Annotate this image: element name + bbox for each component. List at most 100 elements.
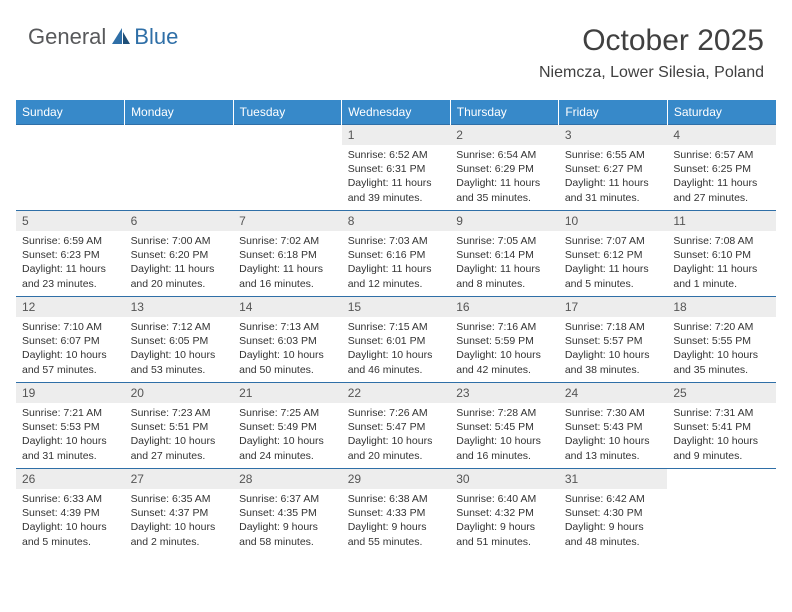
sunrise-text: Sunrise: 7:20 AM <box>673 320 770 334</box>
daylight-text: Daylight: 10 hours and 57 minutes. <box>22 348 119 376</box>
sunset-text: Sunset: 4:33 PM <box>348 506 445 520</box>
day-number: 26 <box>16 469 125 489</box>
sunrise-text: Sunrise: 6:35 AM <box>131 492 228 506</box>
daylight-text: Daylight: 10 hours and 38 minutes. <box>565 348 662 376</box>
day-number: 30 <box>450 469 559 489</box>
sunrise-text: Sunrise: 7:07 AM <box>565 234 662 248</box>
day-header: Thursday <box>450 100 559 125</box>
sunrise-text: Sunrise: 7:25 AM <box>239 406 336 420</box>
title-block: October 2025 Niemcza, Lower Silesia, Pol… <box>539 24 764 82</box>
daylight-text: Daylight: 10 hours and 50 minutes. <box>239 348 336 376</box>
sunset-text: Sunset: 5:43 PM <box>565 420 662 434</box>
sunrise-text: Sunrise: 7:00 AM <box>131 234 228 248</box>
sunset-text: Sunset: 6:31 PM <box>348 162 445 176</box>
sunrise-text: Sunrise: 7:23 AM <box>131 406 228 420</box>
calendar-day-cell: 18Sunrise: 7:20 AMSunset: 5:55 PMDayligh… <box>667 297 776 383</box>
calendar-day-cell: 17Sunrise: 7:18 AMSunset: 5:57 PMDayligh… <box>559 297 668 383</box>
day-content: Sunrise: 7:31 AMSunset: 5:41 PMDaylight:… <box>667 403 776 467</box>
daylight-text: Daylight: 9 hours and 58 minutes. <box>239 520 336 548</box>
day-content: Sunrise: 7:30 AMSunset: 5:43 PMDaylight:… <box>559 403 668 467</box>
daylight-text: Daylight: 10 hours and 24 minutes. <box>239 434 336 462</box>
daylight-text: Daylight: 11 hours and 35 minutes. <box>456 176 553 204</box>
daylight-text: Daylight: 11 hours and 8 minutes. <box>456 262 553 290</box>
daylight-text: Daylight: 11 hours and 23 minutes. <box>22 262 119 290</box>
sunset-text: Sunset: 4:32 PM <box>456 506 553 520</box>
daylight-text: Daylight: 11 hours and 1 minute. <box>673 262 770 290</box>
day-number: 23 <box>450 383 559 403</box>
calendar-day-cell <box>16 125 125 211</box>
logo: General Blue <box>28 24 178 50</box>
calendar-day-cell <box>125 125 234 211</box>
sunset-text: Sunset: 5:59 PM <box>456 334 553 348</box>
sunset-text: Sunset: 6:01 PM <box>348 334 445 348</box>
day-number: 24 <box>559 383 668 403</box>
calendar-week-row: 1Sunrise: 6:52 AMSunset: 6:31 PMDaylight… <box>16 125 776 211</box>
day-header: Saturday <box>667 100 776 125</box>
day-number: 19 <box>16 383 125 403</box>
day-number: 16 <box>450 297 559 317</box>
calendar-day-cell: 20Sunrise: 7:23 AMSunset: 5:51 PMDayligh… <box>125 383 234 469</box>
calendar-day-cell: 28Sunrise: 6:37 AMSunset: 4:35 PMDayligh… <box>233 469 342 555</box>
calendar-day-cell: 31 Sunrise: 6:42 AMSunset: 4:30 PMDayligh… <box>559 469 668 555</box>
day-content: Sunrise: 7:05 AMSunset: 6:14 PMDaylight:… <box>450 231 559 295</box>
sunrise-text: Sunrise: 6:42 AM <box>565 492 662 506</box>
daylight-text: Daylight: 11 hours and 16 minutes. <box>239 262 336 290</box>
day-number: 31 <box>559 469 668 489</box>
daylight-text: Daylight: 9 hours and 55 minutes. <box>348 520 445 548</box>
calendar-week-row: 19Sunrise: 7:21 AMSunset: 5:53 PMDayligh… <box>16 383 776 469</box>
daylight-text: Daylight: 10 hours and 13 minutes. <box>565 434 662 462</box>
day-content: Sunrise: 6:55 AMSunset: 6:27 PMDaylight:… <box>559 145 668 209</box>
sunrise-text: Sunrise: 7:28 AM <box>456 406 553 420</box>
daylight-text: Daylight: 10 hours and 42 minutes. <box>456 348 553 376</box>
sunrise-text: Sunrise: 6:52 AM <box>348 148 445 162</box>
daylight-text: Daylight: 11 hours and 27 minutes. <box>673 176 770 204</box>
sunrise-text: Sunrise: 6:38 AM <box>348 492 445 506</box>
sunrise-text: Sunrise: 7:15 AM <box>348 320 445 334</box>
sunset-text: Sunset: 5:45 PM <box>456 420 553 434</box>
logo-sail-icon <box>110 26 132 49</box>
day-number: 3 <box>559 125 668 145</box>
day-number: 7 <box>233 211 342 231</box>
calendar-week-row: 12Sunrise: 7:10 AMSunset: 6:07 PMDayligh… <box>16 297 776 383</box>
daylight-text: Daylight: 10 hours and 2 minutes. <box>131 520 228 548</box>
calendar-day-cell: 7Sunrise: 7:02 AMSunset: 6:18 PMDaylight… <box>233 211 342 297</box>
day-content: Sunrise: 6:59 AMSunset: 6:23 PMDaylight:… <box>16 231 125 295</box>
location-subtitle: Niemcza, Lower Silesia, Poland <box>539 64 764 82</box>
day-content: Sunrise: 6:37 AMSunset: 4:35 PMDaylight:… <box>233 489 342 553</box>
calendar-day-cell: 11Sunrise: 7:08 AMSunset: 6:10 PMDayligh… <box>667 211 776 297</box>
day-header: Friday <box>559 100 668 125</box>
day-header: Monday <box>125 100 234 125</box>
day-content: Sunrise: 7:23 AMSunset: 5:51 PMDaylight:… <box>125 403 234 467</box>
day-content: Sunrise: 6:33 AMSunset: 4:39 PMDaylight:… <box>16 489 125 553</box>
day-content: Sunrise: 7:26 AMSunset: 5:47 PMDaylight:… <box>342 403 451 467</box>
day-number: 13 <box>125 297 234 317</box>
daylight-text: Daylight: 9 hours and 48 minutes. <box>565 520 662 548</box>
month-title: October 2025 <box>539 24 764 58</box>
calendar-day-cell: 4Sunrise: 6:57 AMSunset: 6:25 PMDaylight… <box>667 125 776 211</box>
calendar-day-cell: 24Sunrise: 7:30 AMSunset: 5:43 PMDayligh… <box>559 383 668 469</box>
calendar-week-row: 5Sunrise: 6:59 AMSunset: 6:23 PMDaylight… <box>16 211 776 297</box>
day-content: Sunrise: 6:52 AMSunset: 6:31 PMDaylight:… <box>342 145 451 209</box>
day-content: Sunrise: 7:07 AMSunset: 6:12 PMDaylight:… <box>559 231 668 295</box>
sunset-text: Sunset: 6:03 PM <box>239 334 336 348</box>
page-header: General Blue October 2025 Niemcza, Lower… <box>0 0 792 92</box>
daylight-text: Daylight: 11 hours and 31 minutes. <box>565 176 662 204</box>
daylight-text: Daylight: 10 hours and 20 minutes. <box>348 434 445 462</box>
daylight-text: Daylight: 11 hours and 5 minutes. <box>565 262 662 290</box>
day-number: 10 <box>559 211 668 231</box>
day-number: 2 <box>450 125 559 145</box>
sunrise-text: Sunrise: 7:16 AM <box>456 320 553 334</box>
sunset-text: Sunset: 4:30 PM <box>565 506 662 520</box>
sunset-text: Sunset: 5:51 PM <box>131 420 228 434</box>
daylight-text: Daylight: 10 hours and 27 minutes. <box>131 434 228 462</box>
sunrise-text: Sunrise: 6:54 AM <box>456 148 553 162</box>
day-number: 11 <box>667 211 776 231</box>
daylight-text: Daylight: 10 hours and 31 minutes. <box>22 434 119 462</box>
day-number: 5 <box>16 211 125 231</box>
sunset-text: Sunset: 5:41 PM <box>673 420 770 434</box>
sunrise-text: Sunrise: 7:05 AM <box>456 234 553 248</box>
sunset-text: Sunset: 6:16 PM <box>348 248 445 262</box>
day-number: 12 <box>16 297 125 317</box>
day-content: Sunrise: 7:20 AMSunset: 5:55 PMDaylight:… <box>667 317 776 381</box>
calendar-day-cell: 8Sunrise: 7:03 AMSunset: 6:16 PMDaylight… <box>342 211 451 297</box>
